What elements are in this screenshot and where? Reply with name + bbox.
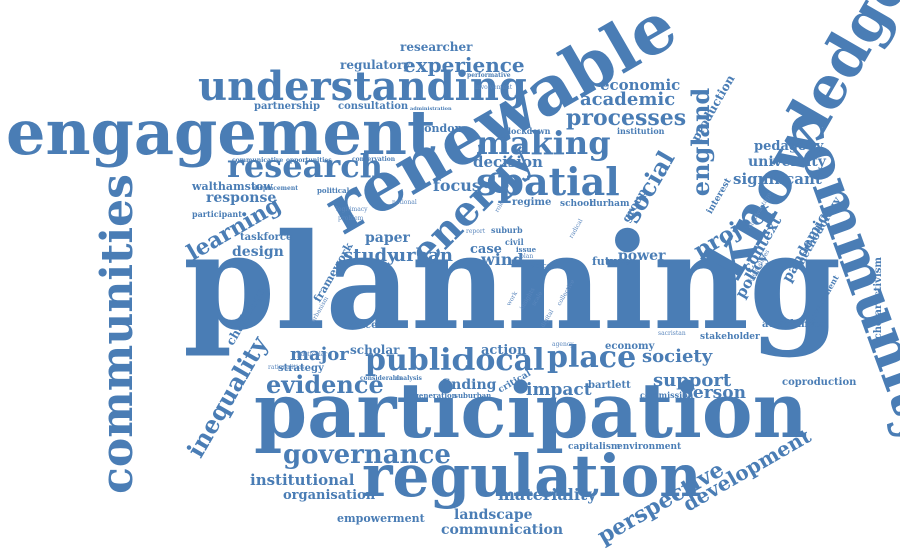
word-stakeholder: stakeholder [700,332,760,342]
word-power: power [618,248,666,264]
word-communicative: communicative [232,157,284,164]
word-problem: problem [338,215,364,222]
word-consultation: consultation [338,101,409,112]
word-evidence: evidence [266,370,384,399]
word-opportunities: opportunities [286,157,332,164]
word-suburban: suburban [454,391,492,400]
word-urban: urban [393,245,453,266]
word-institution: institution [617,126,665,136]
word-scholaractivism: scholaractivism [873,256,885,346]
word-london: london [420,122,463,135]
word-economy: economy [605,341,655,352]
word-organisation: organisation [283,488,376,503]
word-spatial: spatial [476,159,620,204]
word-scholar: scholar [350,343,400,357]
word-engagement: engagement [6,96,436,169]
word-research: research [227,147,383,185]
word-planning: planning [183,205,842,360]
word-involvement: involvement [475,84,513,91]
word-participation: participation [254,366,808,455]
word-durham: durham [590,199,630,209]
word-regulatory: regulatory [340,58,411,72]
word-plan: plan [520,253,534,260]
word-strategy: strategy [278,363,324,374]
word-local: local [464,343,545,378]
word-school: school [560,199,593,209]
word-person: person [681,383,746,403]
word-conservation: conservation [352,156,396,163]
word-concern: concern [345,320,391,331]
word-rationalities: rationalities [268,364,305,371]
word-particular: particular [297,351,328,358]
word-materiality: materiality [498,485,597,504]
word-walthamstow: walthamstow [192,180,273,193]
word-wind: wind [481,250,524,269]
word-governance: governance [283,440,451,470]
word-making: making [476,124,611,162]
word-taskforce: taskforce [240,232,293,243]
word-bartlett: bartlett [588,380,631,391]
word-communication: communication [441,522,564,538]
word-analysis: analysis [395,375,422,382]
word-regime: regime [512,197,552,208]
word-action: action [481,343,527,358]
word-response: response [206,190,277,206]
word-participant: participant [192,209,242,219]
word-displacement: displacement [253,185,298,192]
word-voice: voice [531,261,552,270]
word-economic: economic [600,76,681,94]
word-processes: processes [566,105,687,131]
word-capitalism: capitalism [568,442,621,452]
word-sacristan: sacristan [658,330,686,337]
word-report: report [466,228,486,235]
word-focus: focus [433,176,481,195]
word-communities: communities [91,174,143,494]
word-generation: generation [414,391,457,400]
word-administration: administration [410,106,452,112]
word-regulation: regulation [362,442,702,510]
word-commission: commission [640,390,694,400]
word-legitimacy: legitimacy [336,206,368,213]
word-considerable: considerable [360,375,404,382]
word-public: public [365,343,470,378]
word-future: future [592,255,631,268]
word-national: national [392,199,417,206]
word-case: case [470,242,502,257]
word-impact: impact [526,380,592,400]
word-paper: paper [365,230,410,246]
word-major: major [290,344,349,365]
word-empowerment: empowerment [337,512,425,525]
word-society: society [642,346,713,367]
word-civil: civil [505,237,524,247]
word-design: design [232,244,284,260]
word-performative: performative [467,72,511,79]
word-agency: agency [552,341,574,348]
word-lockdown: lockdown [508,126,551,136]
word-place: place [547,340,637,375]
word-political: political [317,186,350,195]
word-academic: academic [580,89,676,110]
word-decision: decision [473,153,543,171]
word-pedagogy: pedagogy [754,139,824,154]
word-researcher: researcher [400,40,473,54]
word-issue: issue [516,245,537,254]
word-support: support [653,370,732,391]
word-university: university [748,154,826,170]
word-coproduction: coproduction [782,377,857,388]
word-study: study [343,245,398,266]
word-attachment: attachment [762,319,827,330]
word-experience: experience [403,53,525,77]
word-finding: finding [441,377,497,393]
word-institutional: institutional [250,471,355,489]
word-partnership: partnership [254,101,320,112]
word-environment: environment [617,442,682,452]
word-landscape: landscape [454,507,533,523]
word-suburb: suburb [491,225,523,235]
word-significant: significant [733,170,822,188]
word-understanding: understanding [198,63,527,110]
